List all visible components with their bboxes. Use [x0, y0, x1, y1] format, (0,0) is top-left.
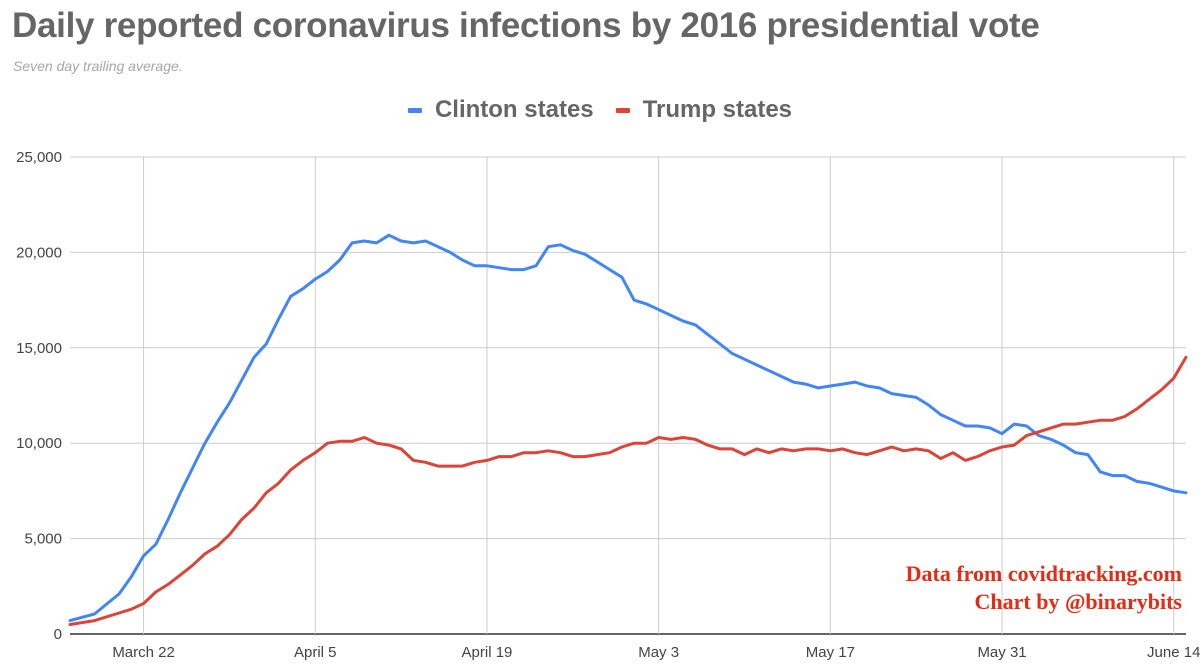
x-tick-label: April 19 [462, 644, 513, 661]
legend-label-clinton: Clinton states [434, 96, 594, 123]
legend-entry-clinton[interactable]: Clinton states [407, 96, 594, 124]
series-lines [68, 233, 1188, 626]
legend-entry-trump[interactable]: Trump states [615, 96, 793, 124]
x-tick-label: May 3 [638, 644, 679, 661]
x-tick-label: May 31 [977, 644, 1026, 661]
series-line-clinton[interactable] [68, 233, 1188, 623]
credit-data-source: Data from covidtracking.com [905, 561, 1182, 586]
y-tick-label: 20,000 [16, 244, 62, 261]
y-tick-label: 0 [54, 626, 62, 643]
y-tick-label: 5,000 [24, 531, 62, 548]
y-tick-label: 15,000 [16, 340, 62, 357]
y-tick-label: 25,000 [16, 149, 62, 166]
credit-author: Chart by @binarybits [974, 589, 1183, 614]
x-tick-label: May 17 [806, 644, 855, 661]
chart-credit: Data from covidtracking.com Chart by @bi… [906, 560, 1182, 616]
chart-legend: Clinton states Trump states [0, 96, 1200, 124]
legend-swatch-clinton [407, 107, 422, 113]
chart-subtitle: Seven day trailing average. [13, 58, 183, 74]
y-axis-tick-labels: 0 5,000 10,000 15,000 20,000 25,000 [16, 149, 62, 643]
x-tick-label: April 5 [294, 644, 337, 661]
x-tick-label: March 22 [112, 644, 175, 661]
legend-label-trump: Trump states [642, 96, 793, 123]
x-axis-tick-labels: March 22 April 5 April 19 May 3 May 17 May 31… [112, 644, 1200, 661]
legend-swatch-trump [615, 107, 630, 113]
series-line-trump[interactable] [68, 355, 1188, 626]
y-tick-label: 10,000 [16, 435, 62, 452]
chart-title: Daily reported coronavirus infections by… [12, 6, 1040, 45]
x-tick-label: June 14 [1147, 644, 1200, 661]
y-gridlines [70, 156, 1186, 635]
